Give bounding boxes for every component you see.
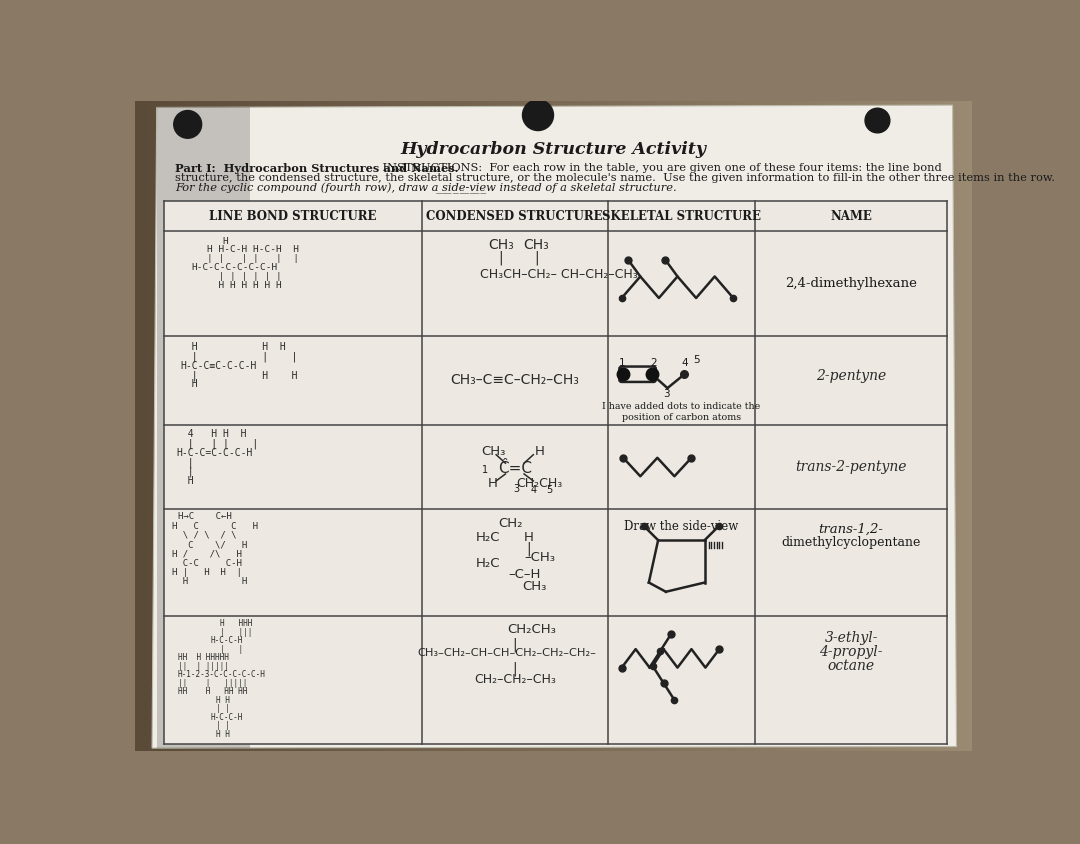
Text: HH    H   HH HH: HH H HH HH (177, 687, 247, 696)
Text: |           |    |: | | | (180, 352, 297, 362)
Text: C-C     C-H: C-C C-H (172, 559, 242, 568)
Circle shape (174, 111, 202, 138)
Circle shape (523, 100, 554, 131)
Text: \ / \  / \: \ / \ / \ (172, 531, 237, 540)
Text: trans-1,2-: trans-1,2- (819, 523, 883, 536)
Text: |: | (176, 466, 193, 477)
Text: Ĉ=C: Ĉ=C (498, 461, 531, 476)
Text: CH₃–CH₂–CH–CH–CH₂–CH₂–CH₂–: CH₃–CH₂–CH–CH–CH₂–CH₂–CH₂– (418, 648, 596, 658)
Text: H: H (222, 237, 228, 246)
Text: 3-ethyl-: 3-ethyl- (824, 631, 878, 645)
Text: H           H  H: H H H (180, 343, 286, 352)
Text: |   |||: | ||| (220, 628, 253, 637)
Text: Draw the side-view: Draw the side-view (624, 520, 739, 533)
Text: 4   H H  H: 4 H H H (176, 430, 246, 439)
Text: H   C      C   H: H C C H (172, 522, 258, 531)
Text: | |: | | (216, 721, 230, 730)
Text: CH₃: CH₃ (481, 445, 505, 458)
Text: H |   H  H  |: H | H H | (172, 568, 242, 577)
Text: –C–H: –C–H (508, 568, 540, 581)
Text: |   | |    |: | | | | (176, 439, 258, 449)
Text: ||  | |||||: || | ||||| (177, 662, 229, 671)
Text: |: | (176, 457, 193, 468)
Text: H   HHH: H HHH (220, 619, 253, 629)
Text: H-C-C-C-C-C-C-H: H-C-C-C-C-C-C-H (191, 263, 278, 272)
Text: CH₂CH₃: CH₂CH₃ (508, 624, 556, 636)
Text: 2-pentyne: 2-pentyne (816, 369, 887, 383)
Text: |: | (499, 251, 503, 265)
Text: |: | (512, 662, 517, 676)
Text: ||    |   |||||: || | ||||| (177, 679, 247, 688)
Text: 4-propyl-: 4-propyl- (820, 645, 882, 659)
Text: H→C    C←H: H→C C←H (178, 512, 232, 522)
Text: H H: H H (216, 729, 230, 738)
Text: H: H (180, 379, 198, 389)
Text: NAME: NAME (831, 209, 872, 223)
Bar (157, 107, 249, 748)
Text: 4: 4 (530, 485, 537, 495)
Text: | | | | | |: | | | | | | (207, 273, 282, 281)
Text: CH₃: CH₃ (524, 238, 550, 252)
Text: 1: 1 (483, 465, 488, 475)
Text: C    \/   H: C \/ H (172, 540, 247, 549)
Text: CH₃: CH₃ (522, 580, 546, 593)
Polygon shape (152, 106, 957, 748)
Bar (164, 202, 947, 744)
Text: H          H: H H (172, 577, 247, 586)
Text: HH  H HHHHH: HH H HHHHH (177, 653, 229, 663)
Text: | |   | |   |  |: | | | | | | (207, 254, 299, 262)
Text: H-C-C-H: H-C-C-H (211, 712, 243, 722)
Text: |   |: | | (220, 645, 243, 654)
Text: 5: 5 (693, 355, 700, 365)
Text: | |: | | (216, 704, 230, 713)
Text: octane: octane (827, 659, 875, 673)
Text: H: H (176, 475, 193, 485)
Text: 4: 4 (681, 359, 688, 369)
Text: INSTRUCTIONS:  For each row in the table, you are given one of these four items:: INSTRUCTIONS: For each row in the table,… (379, 163, 942, 173)
Text: H-C-C-H: H-C-C-H (211, 636, 243, 646)
Text: H H: H H (216, 695, 230, 705)
Text: H: H (535, 445, 544, 458)
Text: I have added dots to indicate the
position of carbon atoms: I have added dots to indicate the positi… (603, 403, 760, 422)
Text: H /    /\   H: H / /\ H (172, 549, 242, 559)
Text: –CH₃: –CH₃ (524, 551, 555, 564)
Text: structure, the condensed structure, the skeletal structure, or the molecule's na: structure, the condensed structure, the … (175, 173, 1055, 183)
Text: For the cyclic compound (fourth row), draw a ̲s̲i̲d̲e̲-̲v̲i̲e̲w instead of a ske: For the cyclic compound (fourth row), dr… (175, 183, 677, 194)
Text: H₂C: H₂C (475, 557, 500, 570)
Text: 3: 3 (513, 484, 519, 494)
Circle shape (865, 108, 890, 133)
Text: dimethylcyclopentane: dimethylcyclopentane (782, 536, 921, 549)
Text: 5: 5 (546, 485, 553, 495)
Text: |: | (535, 251, 539, 265)
Text: CH₂: CH₂ (499, 517, 523, 530)
Text: 1: 1 (619, 359, 625, 369)
Text: 2,4-dimethylhexane: 2,4-dimethylhexane (785, 277, 917, 289)
Text: H-1-2-3-C-C-C-C-C-H: H-1-2-3-C-C-C-C-C-H (177, 670, 266, 679)
Text: H H H H H H: H H H H H H (207, 281, 282, 290)
Text: Hydrocarbon Structure Activity: Hydrocarbon Structure Activity (401, 140, 706, 158)
Text: LINE BOND STRUCTURE: LINE BOND STRUCTURE (210, 209, 377, 223)
Text: 2: 2 (650, 359, 657, 369)
Text: H: H (524, 531, 534, 544)
Text: CH₃–C≡C–CH₂–CH₃: CH₃–C≡C–CH₂–CH₃ (450, 373, 579, 387)
Text: H-C-C≡C-C-C-H: H-C-C≡C-C-C-H (180, 360, 256, 371)
Text: |: | (512, 637, 517, 652)
Text: |: | (526, 542, 531, 556)
Text: |           H    H: | H H (180, 370, 297, 381)
Text: SKELETAL STRUCTURE: SKELETAL STRUCTURE (602, 209, 761, 223)
FancyBboxPatch shape (619, 366, 656, 382)
Text: H-C-C=C-C-C-H: H-C-C=C-C-C-H (176, 448, 253, 457)
Text: trans-2-pentyne: trans-2-pentyne (795, 460, 907, 474)
Text: CONDENSED STRUCTURE: CONDENSED STRUCTURE (427, 209, 603, 223)
Text: CH₂–CH₂–CH₃: CH₂–CH₂–CH₃ (474, 673, 556, 685)
Text: CH₂CH₃: CH₂CH₃ (516, 478, 563, 490)
Text: H: H (488, 478, 498, 490)
Text: CH₃: CH₃ (488, 238, 514, 252)
Text: Part I:  Hydrocarbon Structures and Names.: Part I: Hydrocarbon Structures and Names… (175, 163, 459, 174)
Text: CH₃CH–CH₂– CH–CH₂–CH₃: CH₃CH–CH₂– CH–CH₂–CH₃ (480, 268, 637, 280)
Text: H₂C: H₂C (475, 531, 500, 544)
Text: H H-C-H H-C-H  H: H H-C-H H-C-H H (207, 245, 299, 253)
Text: 3: 3 (663, 389, 670, 399)
